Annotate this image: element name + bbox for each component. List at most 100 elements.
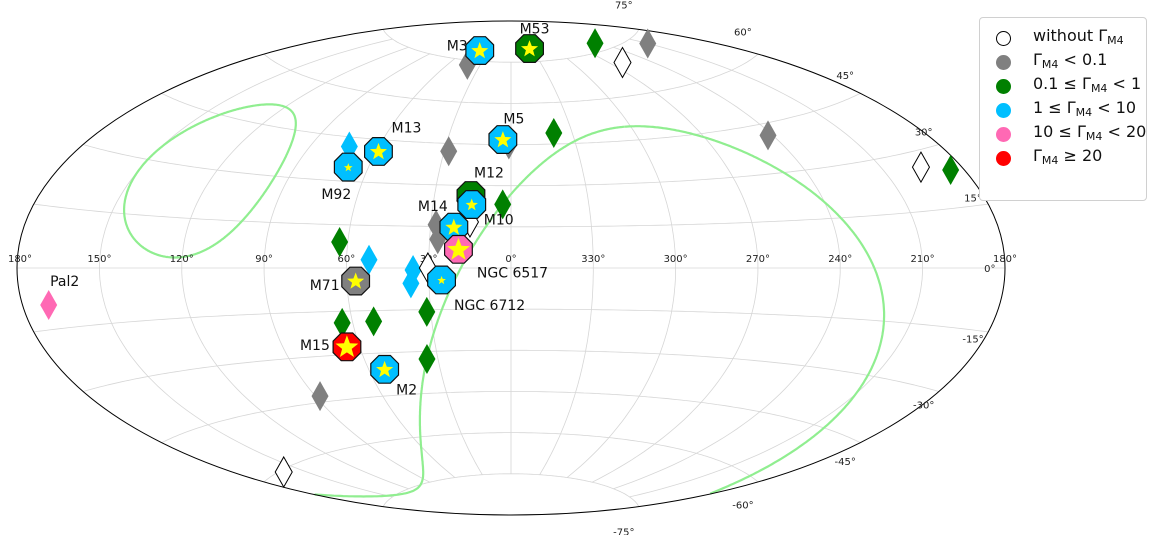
meridian-gridline	[539, 61, 594, 475]
legend-label-suffix: < 0.1	[1058, 49, 1108, 69]
cluster-marker	[457, 190, 487, 219]
legend-label-subscript: M4	[1090, 81, 1108, 95]
point-diamond	[274, 455, 293, 488]
cluster-label: M2	[396, 382, 417, 398]
cluster-marker	[364, 137, 393, 166]
point-diamond	[311, 381, 329, 412]
cluster-marker	[444, 234, 473, 264]
meridian-gridline	[181, 46, 409, 490]
meridian-gridline	[99, 38, 393, 498]
longitude-tick-label: 330°	[581, 254, 605, 265]
point-diamond	[40, 290, 58, 321]
longitude-tick-label: 60°	[338, 254, 356, 265]
cluster-label: M14	[418, 199, 448, 215]
cluster-marker	[427, 265, 456, 295]
legend-label-subscript: M4	[1107, 33, 1124, 47]
star-icon	[521, 40, 539, 57]
legend-label-main: 1 ≤ Γ	[1033, 97, 1076, 117]
cluster-marker	[341, 266, 371, 296]
legend-marker-icon	[996, 54, 1011, 70]
cluster-label: M71	[310, 278, 340, 294]
small-circle-curve-0	[123, 103, 297, 259]
green-curves	[123, 103, 886, 498]
meridian-gridline	[613, 46, 841, 490]
star-icon	[494, 131, 512, 148]
star-icon	[437, 275, 446, 285]
legend-label-suffix: < 20	[1102, 121, 1147, 141]
meridian-gridline	[346, 58, 456, 478]
legend-marker-icon	[996, 30, 1011, 46]
latitude-tick-label: 15°	[964, 193, 982, 204]
point-diamond	[639, 28, 657, 59]
cluster-label: M5	[503, 112, 524, 128]
star-icon	[447, 237, 470, 260]
point-diamond	[613, 46, 632, 79]
cluster-marker	[465, 36, 495, 66]
legend-label: ΓM4 < 0.1	[1033, 49, 1107, 76]
cluster-labels: M3 M53 M5 M13 M92 M12 M10 M14 NGC 6517 NGC 6712 M7…	[50, 22, 549, 399]
point-diamond	[942, 155, 960, 186]
cluster-label: M15	[300, 338, 330, 354]
cluster-label: M3	[447, 39, 468, 55]
cluster-marker	[333, 152, 363, 182]
legend-label: ΓM4 ≥ 20	[1033, 145, 1102, 172]
cluster-label: M53	[520, 22, 550, 38]
star-icon	[369, 142, 387, 160]
point-diamond	[586, 28, 604, 59]
legend-label: 1 ≤ ΓM4 < 10	[1033, 97, 1136, 124]
latitude-tick-label: 0°	[984, 264, 995, 275]
legend-label-main: 10 ≤ Γ	[1033, 121, 1086, 141]
meridian-gridline	[592, 53, 759, 483]
latitude-tick-label: 30°	[915, 128, 933, 139]
point-diamond	[333, 307, 351, 338]
legend-marker-icon	[996, 102, 1011, 118]
small-circle-curve-1	[624, 125, 886, 495]
cluster-label: M92	[321, 187, 351, 203]
legend-marker-icon	[996, 150, 1011, 166]
point-diamond	[494, 189, 512, 220]
cluster-label: M13	[392, 120, 422, 136]
legend-label-main: Γ	[1033, 49, 1042, 69]
longitude-tick-label: 180°	[8, 254, 32, 265]
parallel-gridline	[382, 473, 640, 507]
star-icon	[344, 163, 353, 172]
longitude-tick-label: 120°	[170, 254, 194, 265]
legend-label-suffix: < 1	[1107, 73, 1142, 93]
point-diamond	[418, 296, 436, 327]
legend-label: without ΓM4	[1033, 25, 1124, 52]
latitude-tick-label: -45°	[835, 457, 856, 468]
point-diamond	[759, 120, 777, 151]
star-icon	[347, 272, 365, 289]
legend-label-main: without Γ	[1033, 25, 1108, 45]
point-diamond	[545, 117, 563, 148]
longitude-tick-label: 240°	[828, 254, 852, 265]
longitude-tick-label: 270°	[746, 254, 770, 265]
longitude-tick-label: 300°	[664, 254, 688, 265]
longitude-tick-label: 180°	[993, 254, 1017, 265]
cluster-label: M10	[484, 212, 514, 228]
longitude-tick-label: 90°	[255, 254, 273, 265]
star-icon	[376, 360, 394, 378]
legend-label-subscript: M4	[1041, 153, 1059, 167]
legend-label-main: 0.1 ≤ Γ	[1033, 73, 1091, 93]
legend-marker-icon	[996, 78, 1011, 94]
cluster-label: M12	[474, 166, 504, 182]
clusters	[332, 34, 545, 384]
latitude-tick-label: 45°	[836, 71, 854, 82]
meridian-gridline	[263, 53, 430, 483]
cluster-label: NGC 6517	[477, 265, 548, 281]
small-circle-curve-1	[314, 125, 625, 498]
star-icon	[471, 42, 489, 59]
point-diamond	[331, 227, 349, 258]
point-diamond	[360, 244, 378, 275]
point-diamond	[402, 268, 420, 299]
legend-label-subscript: M4	[1041, 57, 1059, 71]
cluster-marker	[488, 125, 518, 154]
legend-label-subscript: M4	[1085, 129, 1103, 143]
longitude-tick-label: 0°	[505, 254, 516, 265]
cluster-marker	[515, 34, 545, 64]
latitude-tick-label: 60°	[734, 28, 752, 39]
point-diamond	[418, 343, 436, 374]
